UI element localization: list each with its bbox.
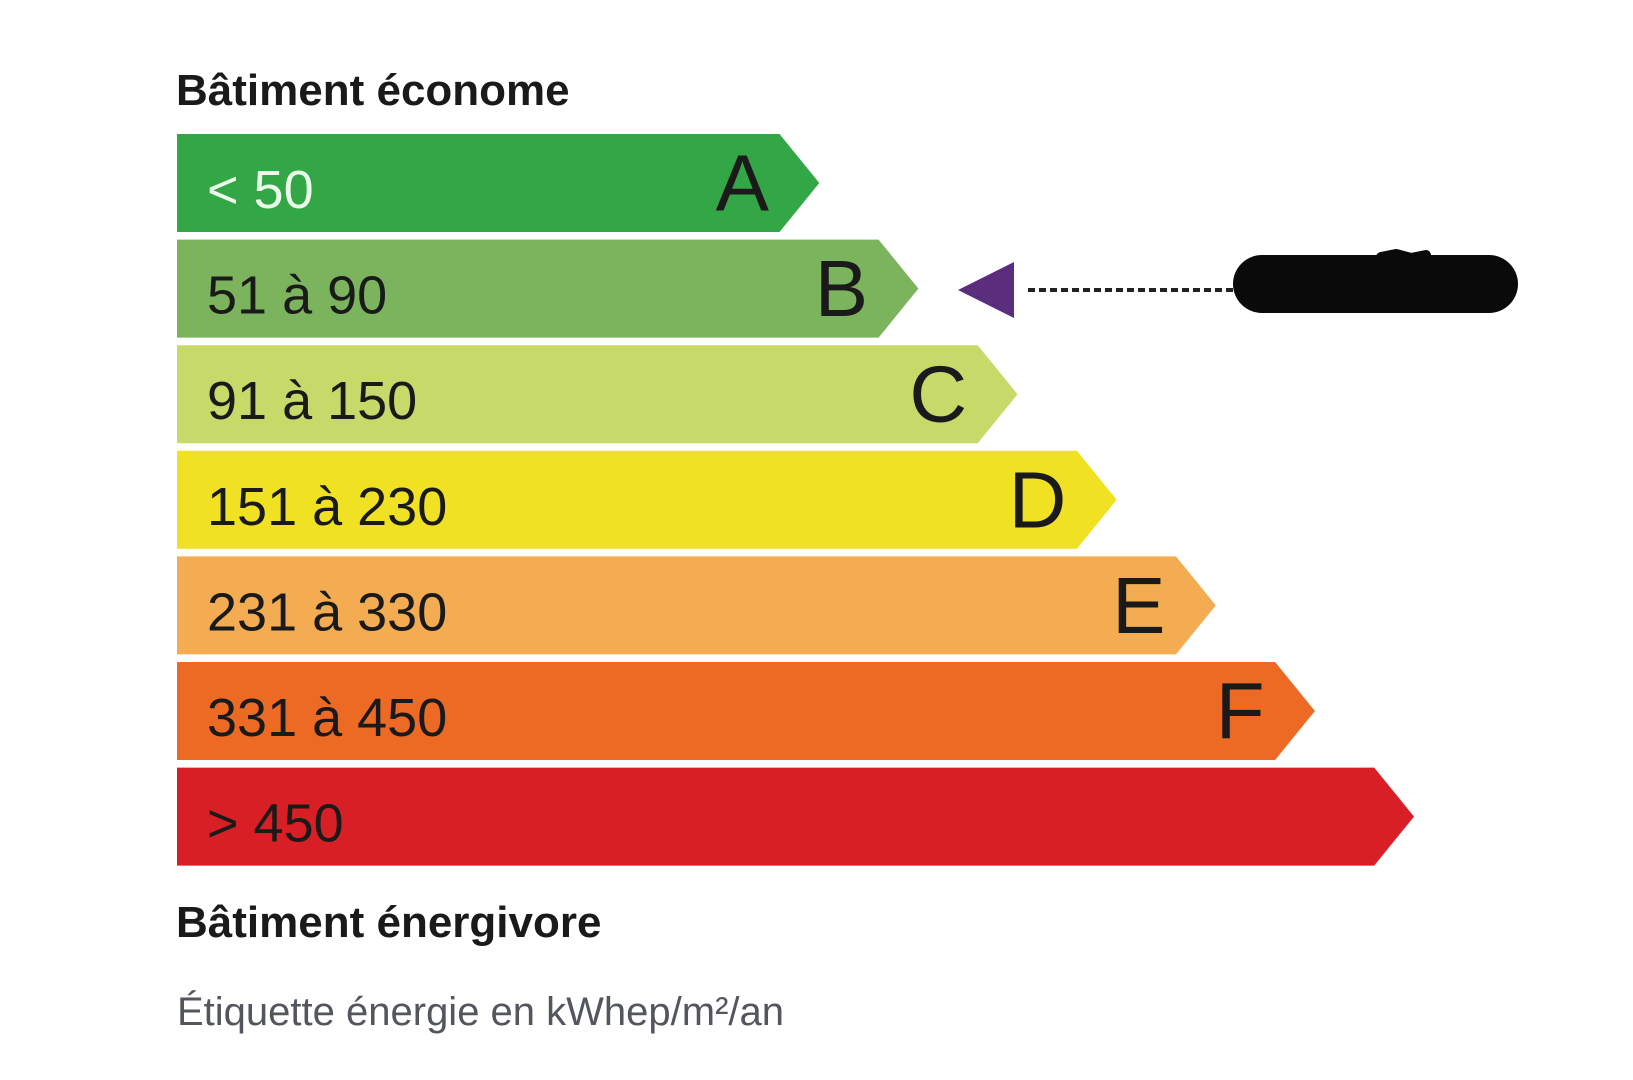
- svg-text:E: E: [1112, 561, 1165, 650]
- svg-text:51 à 90: 51 à 90: [207, 266, 387, 326]
- svg-text:91 à 150: 91 à 150: [207, 371, 417, 431]
- svg-text:A: A: [716, 139, 770, 228]
- svg-text:< 50: < 50: [207, 160, 314, 220]
- svg-text:151 à 230: 151 à 230: [207, 477, 447, 537]
- svg-text:231 à 330: 231 à 330: [207, 582, 447, 642]
- svg-text:D: D: [1009, 455, 1067, 544]
- svg-text:F: F: [1216, 667, 1265, 756]
- svg-text:331 à 450: 331 à 450: [207, 688, 447, 748]
- svg-text:B: B: [815, 244, 868, 333]
- svg-text:> 450: > 450: [207, 794, 344, 854]
- svg-text:C: C: [909, 350, 967, 439]
